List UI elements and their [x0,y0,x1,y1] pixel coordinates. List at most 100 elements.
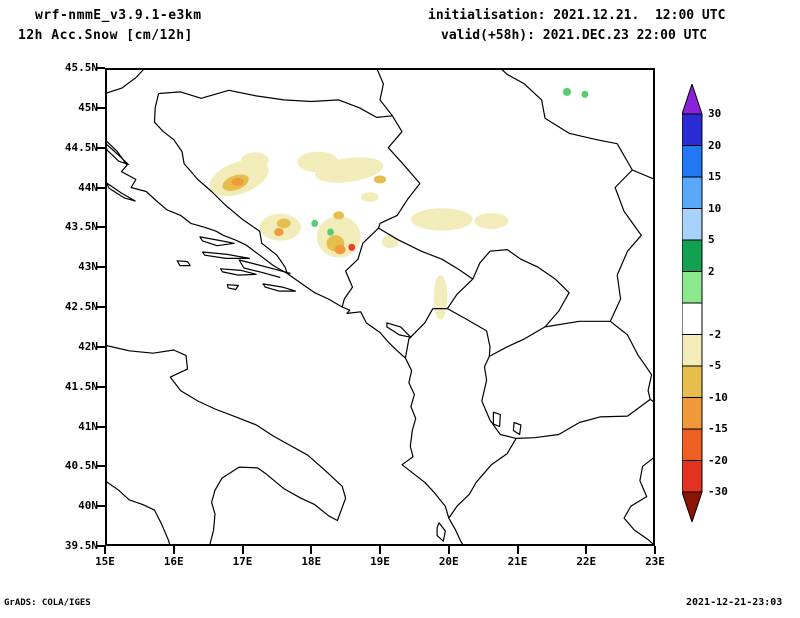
lat-tick-mark [96,385,105,388]
lon-tick-mark [585,546,588,554]
lon-tick-mark [654,546,656,554]
colorbar-level-label: -20 [708,453,728,467]
lat-tick-label: 42.5N [64,300,98,313]
map-border [105,68,655,546]
lon-tick-mark [241,546,244,554]
lat-tick-mark [96,505,105,508]
colorbar-level-label: 2 [708,264,715,278]
snow-patch [373,175,387,184]
plot-area [105,68,655,546]
border-macedonia-greece [516,398,651,439]
colorbar-segment [681,145,703,178]
colorbar-segment [681,460,703,493]
lat-tick-label: 40N [78,499,98,513]
peljesac-peninsula [238,259,291,279]
border-macedonia-bulgaria [609,320,653,400]
lat-tick-label: 42N [78,339,98,353]
border-montenegro-albania [404,308,448,359]
snow-patch [314,157,384,183]
snow-patch [276,218,291,229]
lat-tick-mark [96,226,105,229]
lon-tick-mark [172,546,175,554]
colorbar-level-label: -2 [708,327,722,341]
adriatic-coast-east [105,139,465,546]
lat-tick-label: 43.5N [64,220,98,234]
border-montenegro-kosovo [446,278,474,309]
island-corfu [436,522,446,542]
lon-tick-mark [104,546,106,554]
lat-tick-mark [96,306,105,308]
colorbar-level-label: 5 [708,233,715,246]
colorbar-arrow-top [681,82,703,115]
snow-patch [333,211,345,220]
creation-timestamp: 2021-12-21-23:03 [686,597,783,608]
colorbar-segment [681,397,703,430]
colorbar-arrow-bottom [681,491,703,524]
colorbar-level-label: -30 [708,485,728,498]
colorbar-segment [681,239,703,272]
colorbar-segment [681,365,703,398]
colorbar-segment [681,271,703,304]
lat-tick-mark [96,266,105,269]
lat-tick-label: 44N [78,180,98,194]
lat-tick-label: 40.5N [64,459,98,473]
colorbar-level-label: 15 [708,170,722,183]
lon-tick-label: 22E [576,555,597,568]
lat-tick-mark [96,186,105,189]
colorbar-level-label: -10 [708,390,728,404]
snow-patch [411,208,473,231]
lat-tick-label: 41N [78,419,98,433]
snow-patch [274,228,284,237]
snow-patch [231,177,244,186]
colorbar-scale [681,82,703,524]
valid-time: valid(+58h): 2021.DEC.23 22:00 UTC [441,28,708,43]
island-hvar [202,251,250,259]
island-brac [199,236,235,247]
lon-tick-mark [447,546,450,554]
border-bosnia-serbia [378,115,421,229]
border-serbia-bulgaria [609,169,642,322]
lake-scutari [386,322,412,338]
snow-patch [581,90,589,98]
lon-tick-label: 21E [507,555,528,568]
italy-adriatic-coast [105,344,347,546]
snow-patch [241,152,269,169]
border-croatia-bosnia-west [153,93,288,274]
lon-tick-mark [379,546,381,554]
lon-tick-label: 23E [645,555,665,568]
lon-tick-label: 17E [232,555,253,568]
island-vis [176,260,191,267]
colorbar-segment [681,208,703,241]
island-lastovo [226,284,239,291]
snow-patch [311,219,319,227]
colorbar-level-label: -15 [708,422,728,435]
snow-patch [474,213,509,229]
lat-tick-label: 41.5N [64,379,98,393]
border-albania-greece [448,438,517,519]
lat-tick-label: 44.5N [64,140,98,154]
snow-patch [334,244,346,255]
colorbar-level-label: 30 [708,107,722,120]
island-korcula [219,268,257,276]
lon-tick-label: 20E [438,555,459,568]
italy-tyrrhenian-coast [105,480,171,546]
lon-tick-label: 16E [163,555,184,568]
lat-tick-mark [96,545,105,547]
lat-tick-label: 45N [78,100,98,114]
snow-patch [562,87,572,96]
border-croatia-serbia [376,68,393,117]
border-serbia-romania [499,68,633,171]
border-serbia-macedonia [544,320,611,328]
colorbar-segment [681,302,703,335]
colorbar-level-label: -5 [708,359,722,372]
snow-patch [327,228,334,236]
border-romania-bulgaria [632,169,655,181]
lat-tick-mark [96,106,105,109]
lat-tick-mark [96,425,105,428]
lat-tick-mark [96,67,105,69]
island-dugi-otok [105,182,136,202]
snow-patch [348,243,356,251]
colorbar-segment [681,176,703,209]
border-croatia-bosnia-north [158,89,393,118]
colorbar-segment [681,113,703,146]
